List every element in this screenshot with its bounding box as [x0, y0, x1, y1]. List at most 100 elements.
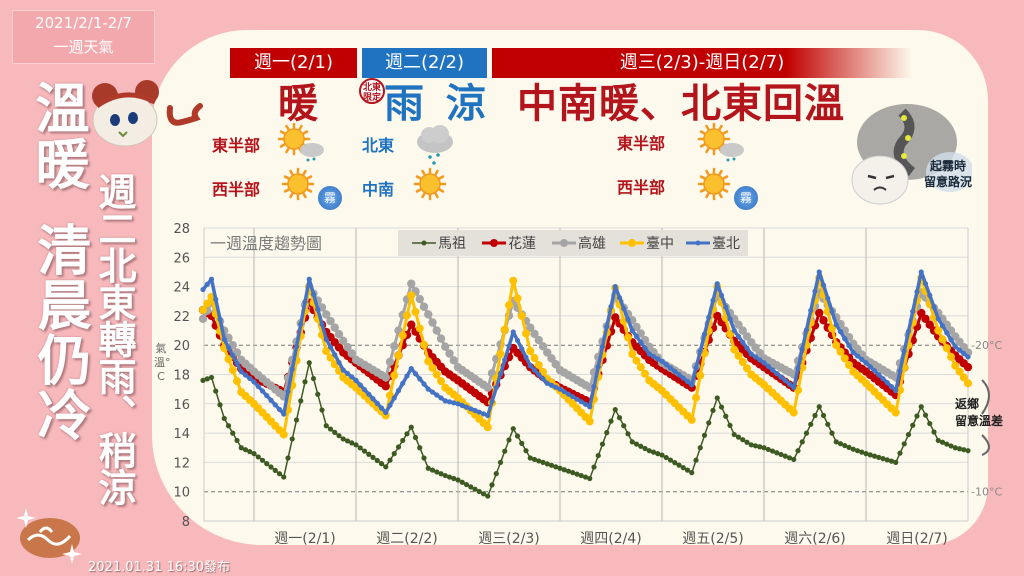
data-point [931, 304, 937, 310]
data-point [850, 349, 856, 356]
mascot-illustration [92, 80, 203, 147]
data-point [424, 310, 433, 319]
data-point [557, 386, 563, 392]
data-point [718, 292, 725, 298]
data-point [625, 431, 631, 437]
data-point [395, 444, 402, 450]
data-point [948, 443, 954, 449]
data-point [612, 284, 618, 290]
data-point [400, 380, 406, 386]
data-point [510, 329, 516, 335]
data-point [289, 366, 295, 372]
data-point [744, 439, 750, 445]
published-time: 2021.01.31 16:30發布 [88, 560, 231, 575]
legend-marker [695, 240, 701, 246]
data-point [315, 306, 321, 312]
data-point [446, 474, 453, 480]
sun-fog-icon [697, 167, 731, 201]
data-point [336, 433, 342, 439]
data-point [638, 443, 644, 449]
data-point [863, 451, 869, 457]
data-point [366, 451, 372, 457]
legend-marker [421, 240, 427, 246]
data-point [582, 474, 589, 480]
data-point [621, 305, 627, 312]
data-point [628, 349, 637, 358]
region-label: 北東 [362, 136, 395, 155]
data-point [407, 320, 416, 329]
data-point [761, 360, 767, 366]
y-axis-title: 氣溫°C [154, 342, 171, 383]
data-point [820, 282, 827, 288]
x-tick-label: 週四(2/4) [580, 531, 641, 547]
x-tick-label: 週六(2/6) [784, 531, 845, 547]
data-point [394, 351, 403, 360]
data-point [485, 493, 491, 499]
data-point [415, 324, 424, 333]
data-point [208, 276, 215, 282]
data-point [553, 464, 559, 470]
data-point [769, 448, 776, 454]
data-point [963, 362, 973, 372]
annotation-line1: 返鄉 [955, 397, 980, 411]
data-point [859, 449, 865, 455]
data-point [833, 439, 839, 445]
data-point [591, 464, 597, 470]
data-point [203, 299, 212, 308]
data-point [837, 441, 844, 447]
data-point [437, 377, 445, 386]
data-point [616, 294, 623, 301]
data-point [421, 455, 427, 461]
data-point [500, 325, 509, 334]
northeast-only-badge: 北東限定 [359, 78, 385, 104]
data-point [799, 439, 805, 445]
data-point [714, 395, 720, 401]
data-point [816, 269, 822, 275]
data-point [632, 322, 641, 332]
data-point [204, 376, 210, 382]
data-point [808, 421, 814, 427]
data-point [955, 367, 964, 376]
data-point [659, 452, 665, 458]
data-point [415, 294, 424, 304]
data-point [687, 415, 696, 424]
data-point [536, 371, 542, 378]
data-point [740, 339, 746, 345]
data-point [828, 324, 836, 333]
data-point [587, 404, 593, 410]
data-point [829, 308, 835, 315]
y-tick-label: 12 [173, 456, 190, 471]
data-point [438, 471, 444, 477]
data-point [548, 462, 555, 468]
data-point [407, 279, 416, 288]
data-point [445, 349, 454, 358]
data-point [748, 442, 754, 448]
data-point [880, 376, 886, 382]
data-point [357, 382, 363, 388]
data-point [632, 356, 641, 365]
data-point [734, 351, 743, 360]
data-point [230, 352, 236, 359]
data-point [697, 348, 703, 354]
data-point [383, 464, 389, 470]
data-point [531, 367, 538, 373]
data-point [791, 385, 797, 391]
data-point [918, 269, 924, 275]
data-point [315, 391, 321, 397]
data-point [935, 437, 941, 444]
data-point [952, 445, 958, 451]
data-point [789, 408, 798, 417]
data-point [404, 431, 410, 437]
data-point [642, 445, 648, 452]
data-point [633, 441, 640, 447]
data-point [650, 449, 657, 455]
data-point [713, 311, 722, 321]
data-point [497, 371, 504, 377]
data-point [714, 281, 720, 287]
headline-cold-morning: 清晨仍冷 [28, 222, 91, 442]
data-point [786, 455, 793, 461]
data-point [680, 465, 686, 471]
data-point [340, 367, 346, 373]
data-point [344, 438, 351, 444]
data-point [272, 402, 278, 408]
